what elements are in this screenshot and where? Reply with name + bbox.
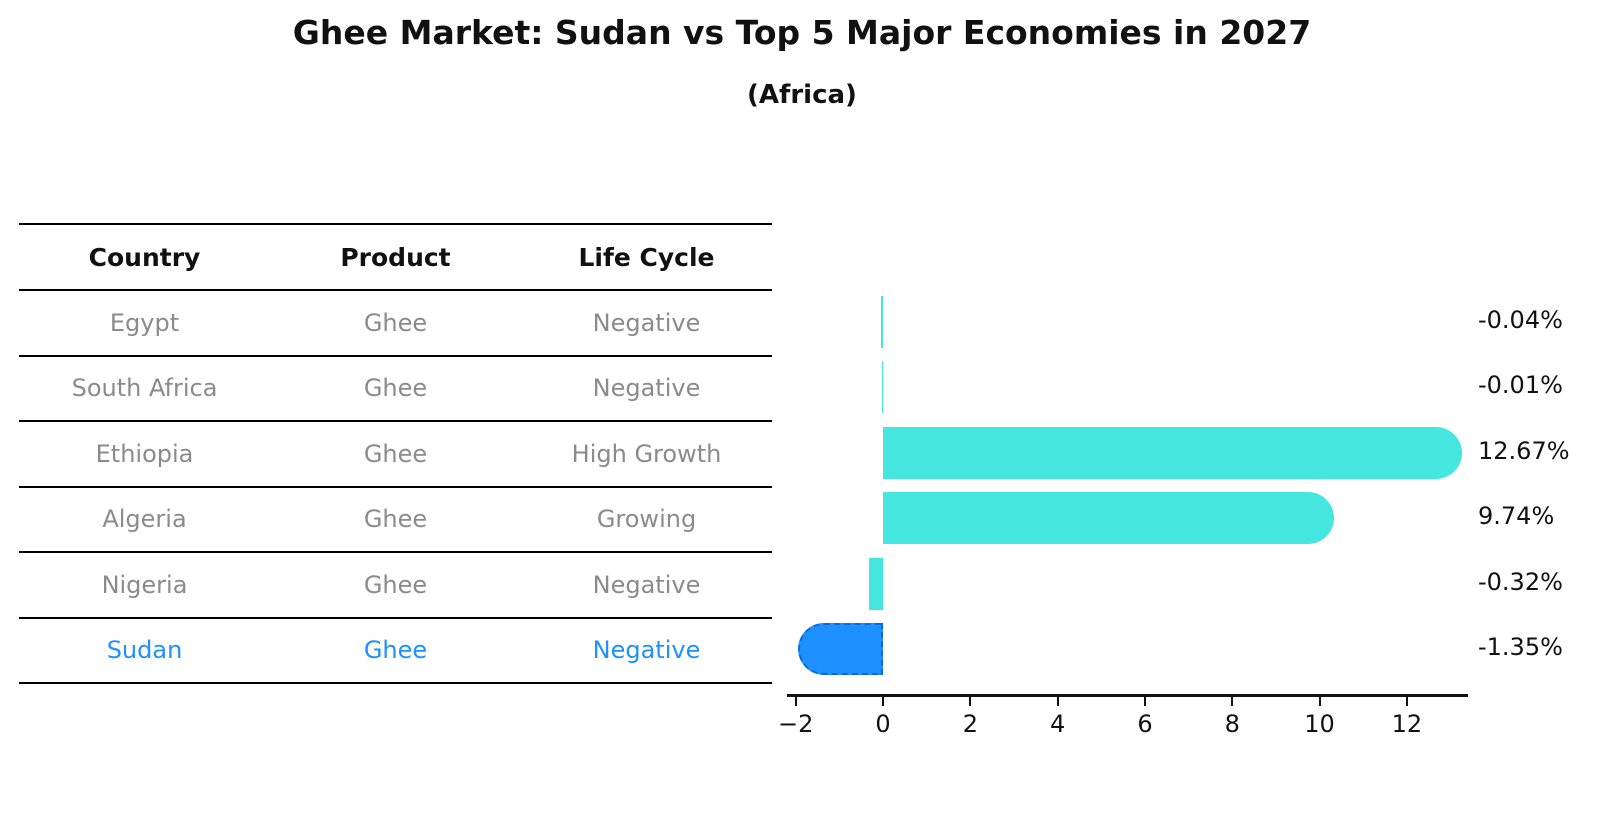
table-cell-country: Algeria xyxy=(102,505,187,534)
value-label-ethiopia: 12.67% xyxy=(1478,436,1570,465)
value-label-nigeria: -0.32% xyxy=(1478,567,1563,596)
table-cell-country: Nigeria xyxy=(101,570,188,599)
table-cell-life-cycle: Negative xyxy=(592,374,701,403)
table-cell-product: Ghee xyxy=(363,505,428,534)
table-row-algeria: Algeria Ghee Growing xyxy=(19,488,772,553)
x-tick-mark xyxy=(1405,697,1408,706)
x-tick-mark xyxy=(882,697,885,706)
country-table: Country Product Life Cycle Egypt Ghee Negativ… xyxy=(19,223,772,684)
table-cell-country: Sudan xyxy=(106,636,183,665)
x-tick-label: 0 xyxy=(875,710,891,738)
value-label-sudan: -1.35% xyxy=(1478,633,1563,661)
table-row-egypt: Egypt Ghee Negative xyxy=(19,291,772,357)
bar-egypt xyxy=(881,296,884,348)
x-tick-label: 8 xyxy=(1224,710,1240,738)
table-cell-life-cycle: Negative xyxy=(592,570,701,599)
x-tick-mark xyxy=(1143,697,1146,706)
table-row-ethiopia: Ethiopia Ghee High Growth xyxy=(19,422,772,488)
x-tick-label: 2 xyxy=(962,710,978,738)
x-tick-mark xyxy=(969,697,972,706)
table-cell-country: South Africa xyxy=(71,374,218,403)
x-tick-label: 10 xyxy=(1304,710,1335,738)
x-tick-label: 12 xyxy=(1391,710,1423,738)
table-cell-product: Ghee xyxy=(363,570,428,599)
table-cell-product: Ghee xyxy=(363,439,428,468)
bar-nigeria xyxy=(869,557,884,610)
x-tick-mark xyxy=(1056,697,1059,706)
table-cell-country: Ethiopia xyxy=(95,439,194,468)
table-header-country: Country xyxy=(88,242,201,272)
table-header-life-cycle: Life Cycle xyxy=(578,242,715,272)
table-cell-product: Ghee xyxy=(363,308,428,337)
table-cell-life-cycle: Negative xyxy=(592,636,701,665)
value-label-algeria: 9.74% xyxy=(1478,502,1555,531)
table-cell-country: Egypt xyxy=(109,308,180,337)
table-cell-life-cycle: Negative xyxy=(592,308,701,337)
chart-title: Ghee Market: Sudan vs Top 5 Major Econom… xyxy=(292,13,1312,52)
bar-sudan xyxy=(798,623,884,675)
x-tick-mark xyxy=(1318,697,1321,706)
x-tick-label: 6 xyxy=(1137,710,1153,738)
table-row-nigeria: Nigeria Ghee Negative xyxy=(19,553,772,619)
value-label-egypt: -0.04% xyxy=(1478,306,1563,334)
bar-south-africa xyxy=(881,361,884,414)
bar-algeria xyxy=(883,492,1335,545)
chart-subtitle: (Africa) xyxy=(747,80,857,110)
x-axis-line xyxy=(787,694,1468,697)
bar-ethiopia xyxy=(883,426,1463,479)
x-tick-mark xyxy=(1231,697,1234,706)
table-header-product: Product xyxy=(340,242,451,272)
table-row-south-africa: South Africa Ghee Negative xyxy=(19,357,772,422)
table-cell-life-cycle: Growing xyxy=(596,505,697,534)
table-cell-product: Ghee xyxy=(363,374,428,403)
x-tick-mark xyxy=(794,697,797,706)
table-row-sudan: Sudan Ghee Negative xyxy=(19,619,772,684)
x-tick-label: 4 xyxy=(1050,710,1066,738)
table-header-row: Country Product Life Cycle xyxy=(19,225,772,291)
table-cell-product: Ghee xyxy=(363,636,428,665)
table-cell-life-cycle: High Growth xyxy=(571,439,722,468)
x-tick-label: −2 xyxy=(778,710,814,738)
value-label-south-africa: -0.01% xyxy=(1478,371,1563,400)
